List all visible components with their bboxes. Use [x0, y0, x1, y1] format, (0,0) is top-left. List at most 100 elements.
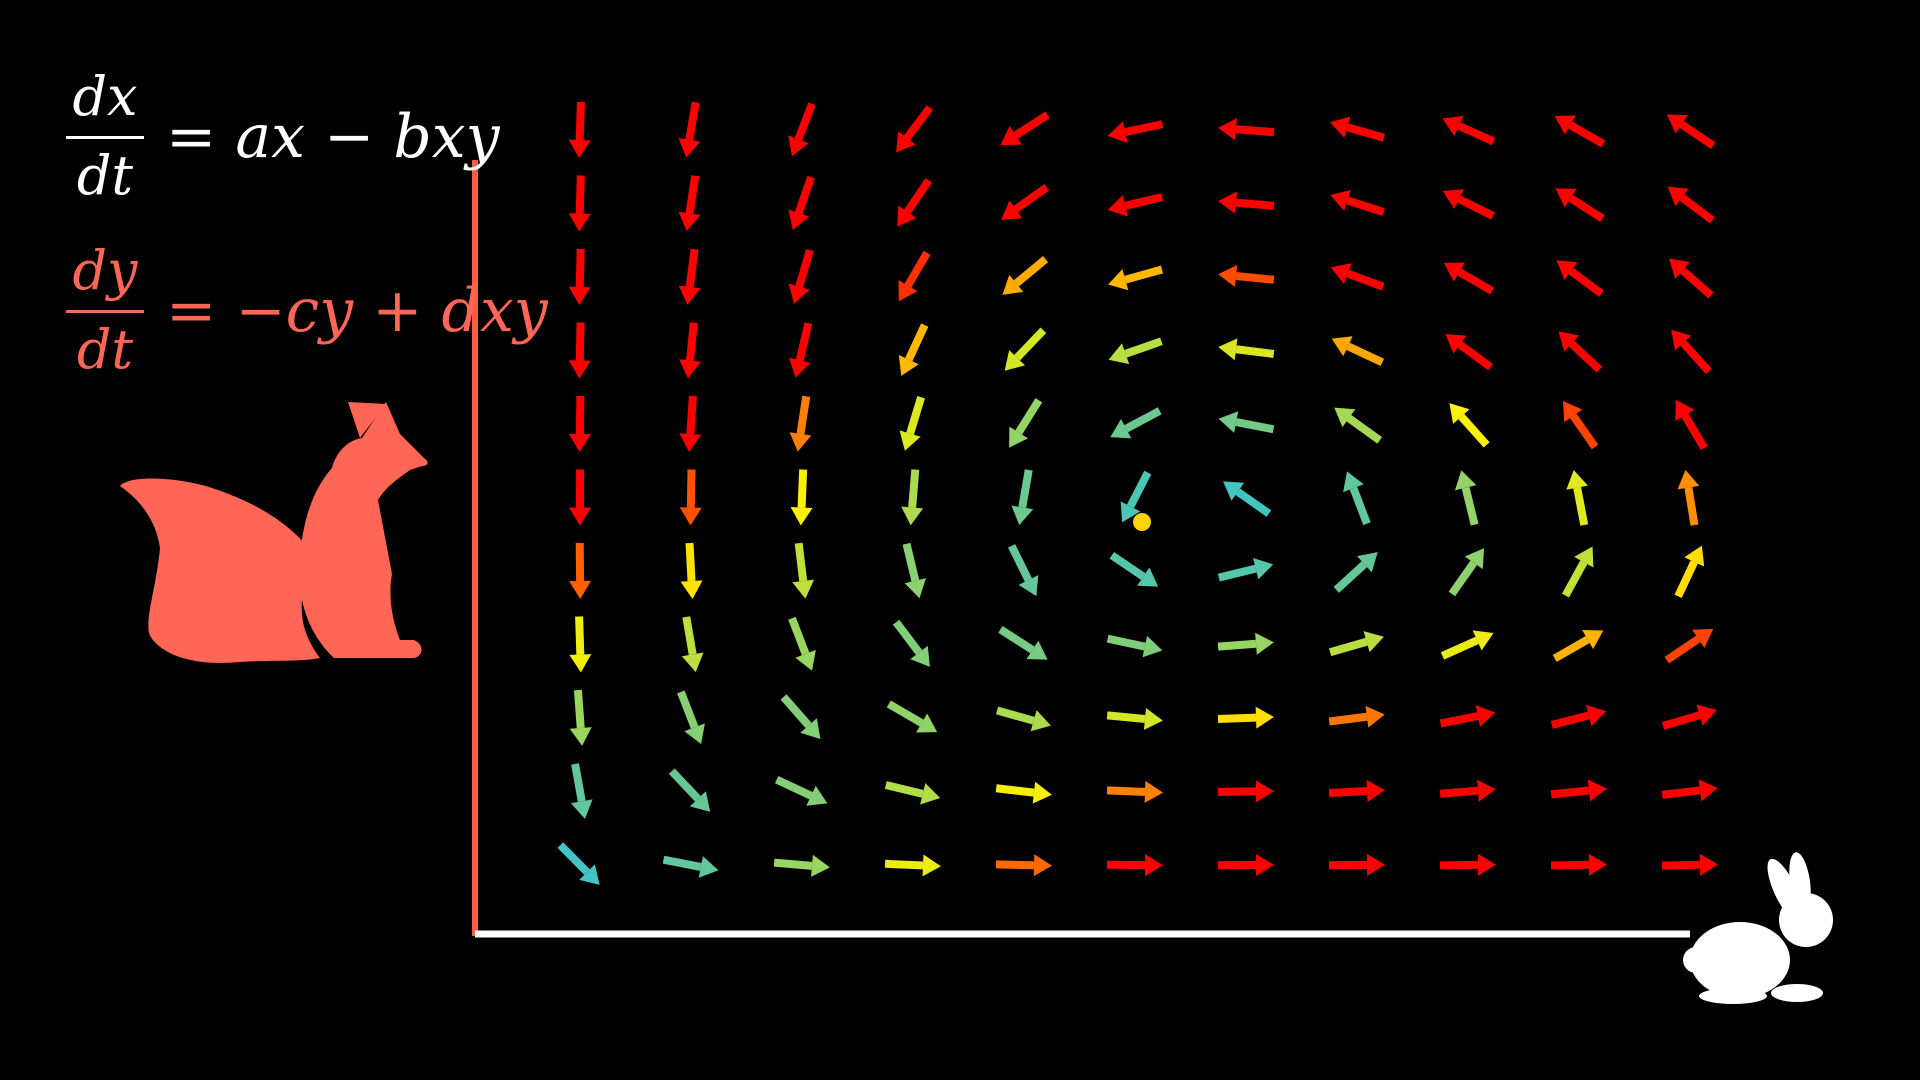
vector-arrow-shaft	[685, 175, 700, 214]
vector-arrow-shaft	[1457, 122, 1496, 146]
vector-arrow-shaft	[686, 469, 696, 508]
vector-arrow-head	[1330, 189, 1351, 211]
vector-arrow-head	[1107, 121, 1128, 143]
vector-arrow-shaft	[1106, 711, 1146, 723]
vector-field	[557, 101, 1718, 885]
vector-arrow-shaft	[1439, 786, 1479, 798]
vector-arrow-head	[678, 285, 701, 305]
equilibrium-marker	[1133, 513, 1151, 531]
vector-arrow-head	[1671, 329, 1692, 351]
vector-arrow-shaft	[1550, 711, 1590, 729]
vector-arrow-shaft	[571, 763, 586, 803]
vector-arrow-head	[1443, 262, 1465, 282]
vector-arrow-head	[806, 785, 828, 806]
vector-arrow-head	[1018, 575, 1039, 597]
vector-arrow-head	[788, 209, 810, 230]
vector-arrow-head	[1107, 195, 1128, 217]
prey-equation-rhs: = ax − bxy	[166, 102, 500, 172]
vector-arrow-shaft	[1106, 786, 1146, 796]
vector-arrow-shaft	[1217, 564, 1257, 582]
vector-arrow-head	[1442, 115, 1464, 136]
vector-arrow-shaft	[795, 249, 814, 288]
vector-arrow-shaft	[1013, 256, 1049, 287]
vector-arrow-head	[1588, 853, 1607, 876]
vector-arrow-shaft	[906, 396, 925, 435]
vector-arrow-shaft	[1439, 860, 1479, 870]
vector-arrow-shaft	[685, 101, 700, 141]
vector-arrow-head	[568, 507, 591, 526]
vector-arrow-shaft	[1679, 194, 1715, 224]
vector-arrow-shaft	[1124, 193, 1164, 210]
vector-arrow-head	[679, 359, 701, 379]
vector-arrow-head	[570, 799, 593, 820]
vector-arrow-head	[788, 283, 810, 304]
rabbit-icon	[1683, 852, 1833, 1004]
vector-arrow-shaft	[1552, 636, 1590, 662]
vector-arrow-head	[1558, 331, 1580, 352]
vector-arrow-shaft	[1013, 111, 1050, 139]
vector-arrow-shaft	[1328, 637, 1368, 657]
vector-arrow-head	[684, 723, 705, 745]
vector-arrow-shaft	[1235, 125, 1275, 137]
vector-arrow-shaft	[668, 768, 701, 802]
vector-arrow-shaft	[1235, 198, 1275, 210]
vector-arrow-head	[1477, 853, 1496, 876]
vector-arrow-shaft	[557, 842, 590, 875]
vector-arrow-shaft	[685, 322, 698, 361]
vector-arrow-head	[1582, 629, 1604, 650]
vector-arrow-head	[1143, 707, 1163, 730]
vector-arrow-shaft	[797, 469, 808, 508]
vector-arrow-shaft	[1333, 561, 1368, 593]
vector-arrow-shaft	[1573, 486, 1589, 526]
predator-derivative-denominator: dt	[76, 318, 134, 381]
vector-arrow-head	[1334, 407, 1356, 428]
vector-arrow-shaft	[1346, 414, 1383, 444]
vector-arrow-head	[1442, 189, 1464, 209]
vector-arrow-head	[800, 718, 821, 740]
vector-arrow-head	[1110, 419, 1132, 439]
vector-arrow-head	[1330, 116, 1351, 138]
vector-arrow-head	[790, 507, 813, 526]
vector-arrow-head	[1137, 567, 1159, 587]
vector-arrow-shaft	[1217, 787, 1257, 796]
vector-arrow-head	[1218, 118, 1237, 141]
vector-arrow-head	[1562, 401, 1583, 423]
vector-arrow-shaft	[1568, 121, 1606, 148]
vector-arrow-shaft	[902, 542, 920, 582]
vector-arrow-shaft	[884, 859, 924, 870]
vector-arrow-head	[1218, 411, 1239, 433]
vector-arrow-head	[1253, 557, 1274, 580]
vector-arrow-head	[568, 286, 591, 305]
fox-icon	[120, 402, 428, 663]
vector-arrow-shaft	[794, 175, 815, 215]
vector-arrow-shaft	[904, 250, 931, 288]
vector-arrow-head	[1666, 114, 1688, 134]
vector-arrow-head	[569, 654, 592, 673]
vector-arrow-head	[1001, 200, 1023, 220]
vector-arrow-head	[899, 430, 921, 451]
predator-equation-rhs: = −cy + dxy	[166, 276, 548, 346]
vector-arrow-head	[1255, 632, 1274, 655]
vector-arrow-head	[1223, 481, 1245, 501]
vector-arrow-head	[568, 213, 591, 232]
vector-arrow-head	[1255, 706, 1274, 729]
vector-arrow-shaft	[1457, 195, 1495, 220]
vector-arrow-shaft	[1235, 272, 1275, 284]
vector-arrow-head	[1555, 188, 1577, 208]
vector-arrow-shaft	[575, 248, 585, 288]
vector-arrow-head	[568, 360, 591, 379]
vector-arrow-head	[789, 357, 811, 378]
vector-arrow-shaft	[1126, 470, 1152, 509]
vector-arrow-shaft	[1457, 341, 1493, 371]
vector-arrow-shaft	[1346, 342, 1385, 367]
vector-arrow-shaft	[1217, 713, 1257, 723]
vector-arrow-head	[1587, 779, 1607, 802]
vector-arrow-head	[901, 506, 924, 526]
vector-arrow-head	[788, 135, 809, 157]
vector-arrow-shaft	[1440, 636, 1479, 660]
vector-arrow-head	[1574, 546, 1594, 568]
vector-arrow-head	[898, 280, 918, 302]
vector-arrow-shaft	[1461, 486, 1479, 526]
vector-arrow-head	[569, 580, 592, 599]
